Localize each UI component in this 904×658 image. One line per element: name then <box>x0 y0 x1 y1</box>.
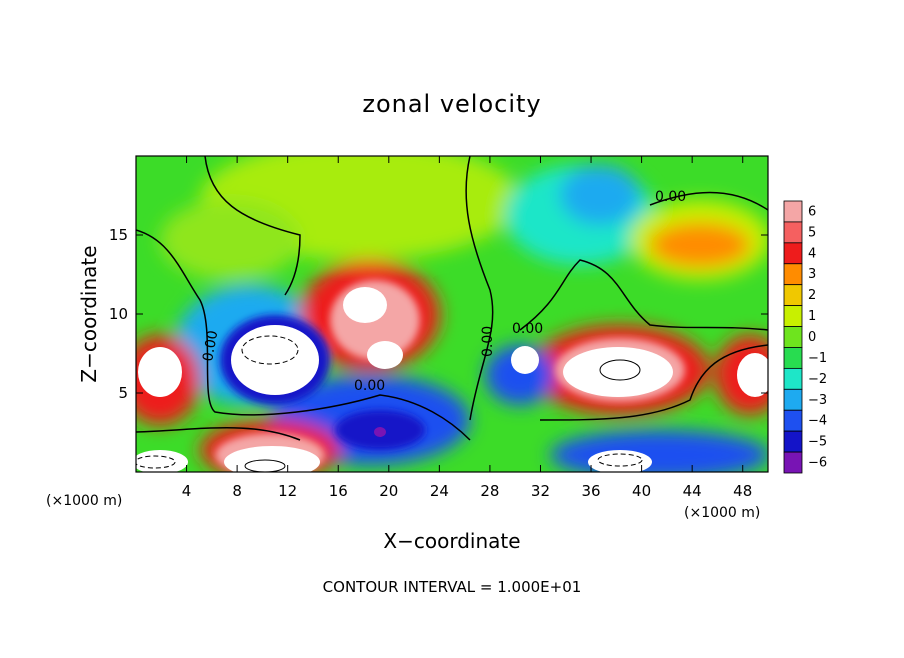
contour-label: 0.00 <box>354 378 385 394</box>
colorbar-label: 5 <box>808 225 816 240</box>
x-tick-label: 44 <box>683 482 702 500</box>
colorbar: 6 5 4 3 2 1 0 −1 −2 −3 −4 −5 −6 <box>783 200 827 474</box>
x-tick-label: 36 <box>581 482 600 500</box>
colorbar-label: 3 <box>808 267 816 282</box>
x-unit-left: (×1000 m) <box>46 493 122 509</box>
x-tick-label: 20 <box>379 482 398 500</box>
x-tick-label: 48 <box>733 482 752 500</box>
colorbar-swatch <box>783 388 803 411</box>
y-axis-ticks: 5 10 15 <box>109 226 768 402</box>
contour-interval-note: CONTOUR INTERVAL = 1.000E+01 <box>323 578 582 596</box>
x-tick-label: 28 <box>480 482 499 500</box>
y-tick-label: 5 <box>118 384 128 402</box>
contour-label: 0.00 <box>480 326 496 357</box>
x-tick-label: 8 <box>232 482 242 500</box>
colorbar-swatch <box>783 326 803 348</box>
colorbar-label: 1 <box>808 309 816 324</box>
colorbar-label: 2 <box>808 288 816 303</box>
contour-label: 0.00 <box>512 321 543 337</box>
colorbar-swatch <box>783 200 803 223</box>
x-tick-label: 16 <box>329 482 348 500</box>
x-axis-ticks: 4 8 12 16 20 24 28 32 36 40 44 48 <box>182 156 752 500</box>
colorbar-label: −3 <box>808 393 827 408</box>
colorbar-swatch <box>783 367 803 390</box>
colorbar-label: −5 <box>808 435 827 450</box>
colorbar-swatch <box>783 305 803 327</box>
colorbar-label: −6 <box>808 456 827 471</box>
velocity-field <box>136 156 768 472</box>
x-axis-label: X−coordinate <box>383 529 520 553</box>
contour-labels: 0.00 0.00 0.00 0.00 0.00 <box>200 189 686 394</box>
contour-label: 0.00 <box>655 189 686 205</box>
colorbar-label: 6 <box>808 204 816 219</box>
colorbar-swatch <box>783 430 803 453</box>
colorbar-swatch <box>783 451 803 474</box>
colorbar-label: 4 <box>808 246 816 261</box>
contour-label: 0.00 <box>200 329 221 362</box>
colorbar-swatch <box>783 263 803 286</box>
x-tick-label: 40 <box>632 482 651 500</box>
colorbar-swatch <box>783 242 803 265</box>
x-tick-label: 32 <box>531 482 550 500</box>
x-unit-right: (×1000 m) <box>684 505 760 521</box>
colorbar-swatch <box>783 347 803 369</box>
x-tick-label: 4 <box>182 482 192 500</box>
colorbar-label: −1 <box>808 351 827 366</box>
colorbar-swatch <box>783 284 803 307</box>
chart-title: zonal velocity <box>362 90 541 118</box>
colorbar-swatch <box>783 221 803 244</box>
colorbar-swatch <box>783 409 803 432</box>
y-tick-label: 10 <box>109 305 128 323</box>
x-tick-label: 24 <box>430 482 449 500</box>
colorbar-label: −4 <box>808 414 827 429</box>
y-tick-label: 15 <box>109 226 128 244</box>
colorbar-label: −2 <box>808 372 827 387</box>
colorbar-label: 0 <box>808 330 816 345</box>
y-axis-label: Z−coordinate <box>77 245 101 382</box>
x-tick-label: 12 <box>278 482 297 500</box>
